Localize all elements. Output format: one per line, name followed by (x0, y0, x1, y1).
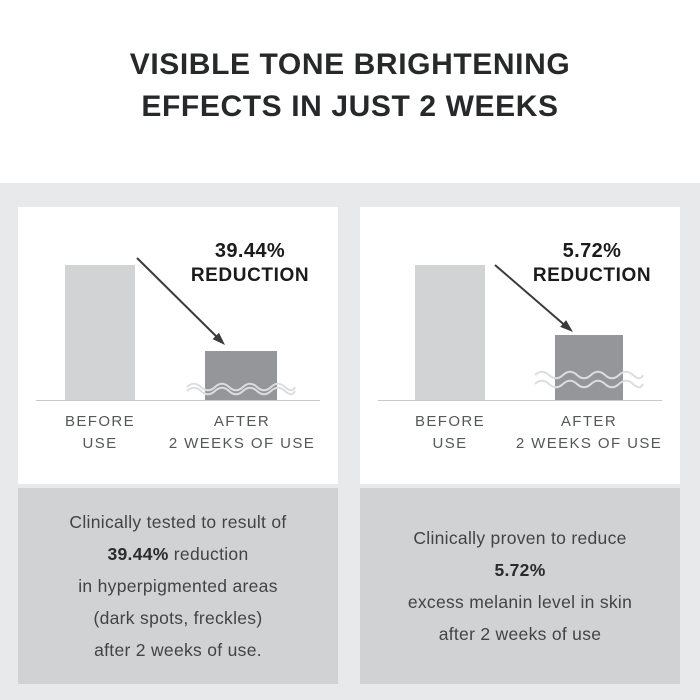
reduction-word: REDUCTION (532, 265, 652, 286)
caption-line: 5.72% (494, 560, 546, 580)
before-bar (65, 265, 135, 401)
axis-baseline (36, 400, 320, 401)
chart-card: 5.72% REDUCTION BEFORE USE AFTER 2 WEEKS… (360, 207, 680, 484)
caption-box: Clinically proven to reduce 5.72% excess… (360, 488, 680, 684)
before-axis-label: BEFORE USE (414, 413, 486, 452)
panel-hyperpigmentation: 39.44% REDUCTION BEFORE USE AFTER 2 WEEK… (18, 207, 338, 684)
reduction-callout: 5.72% REDUCTION (518, 239, 666, 288)
title-line-2: EFFECTS IN JUST 2 WEEKS (141, 90, 559, 123)
caption-line: after 2 weeks of use (438, 624, 602, 644)
after-bar (205, 351, 277, 401)
reduction-arrow-icon (494, 264, 573, 332)
caption-line: (dark spots, freckles) (93, 608, 263, 628)
caption-line: excess melanin level in skin (407, 592, 633, 612)
caption-line: Clinically proven to reduce (413, 528, 627, 548)
before-axis-label: BEFORE USE (64, 413, 136, 452)
content-section: 39.44% REDUCTION BEFORE USE AFTER 2 WEEK… (0, 183, 700, 700)
after-axis-label: AFTER 2 WEEKS OF USE (168, 413, 316, 452)
title-line-1: VISIBLE TONE BRIGHTENING (129, 48, 571, 81)
chart-card: 39.44% REDUCTION BEFORE USE AFTER 2 WEEK… (18, 207, 338, 484)
caption-box: Clinically tested to result of 39.44% re… (18, 488, 338, 684)
after-axis-label: AFTER 2 WEEKS OF USE (515, 413, 663, 452)
caption-line: Clinically tested to result of (69, 512, 287, 532)
page-title: VISIBLE TONE BRIGHTENING EFFECTS IN JUST… (0, 44, 700, 128)
after-bar (555, 335, 623, 401)
axis-baseline (378, 400, 662, 401)
reduction-value: 5.72% (562, 240, 622, 262)
bar-chart: 39.44% REDUCTION (18, 207, 338, 401)
reduction-word: REDUCTION (190, 265, 310, 286)
caption-line: in hyperpigmented areas (78, 576, 278, 596)
panel-melanin: 5.72% REDUCTION BEFORE USE AFTER 2 WEEKS… (360, 207, 680, 684)
reduction-value: 39.44% (214, 240, 286, 262)
caption-line: after 2 weeks of use. (94, 640, 262, 660)
caption-line: 39.44% reduction (107, 544, 249, 564)
reduction-callout: 39.44% REDUCTION (176, 239, 324, 288)
bar-chart: 5.72% REDUCTION (360, 207, 680, 401)
before-bar (415, 265, 485, 401)
